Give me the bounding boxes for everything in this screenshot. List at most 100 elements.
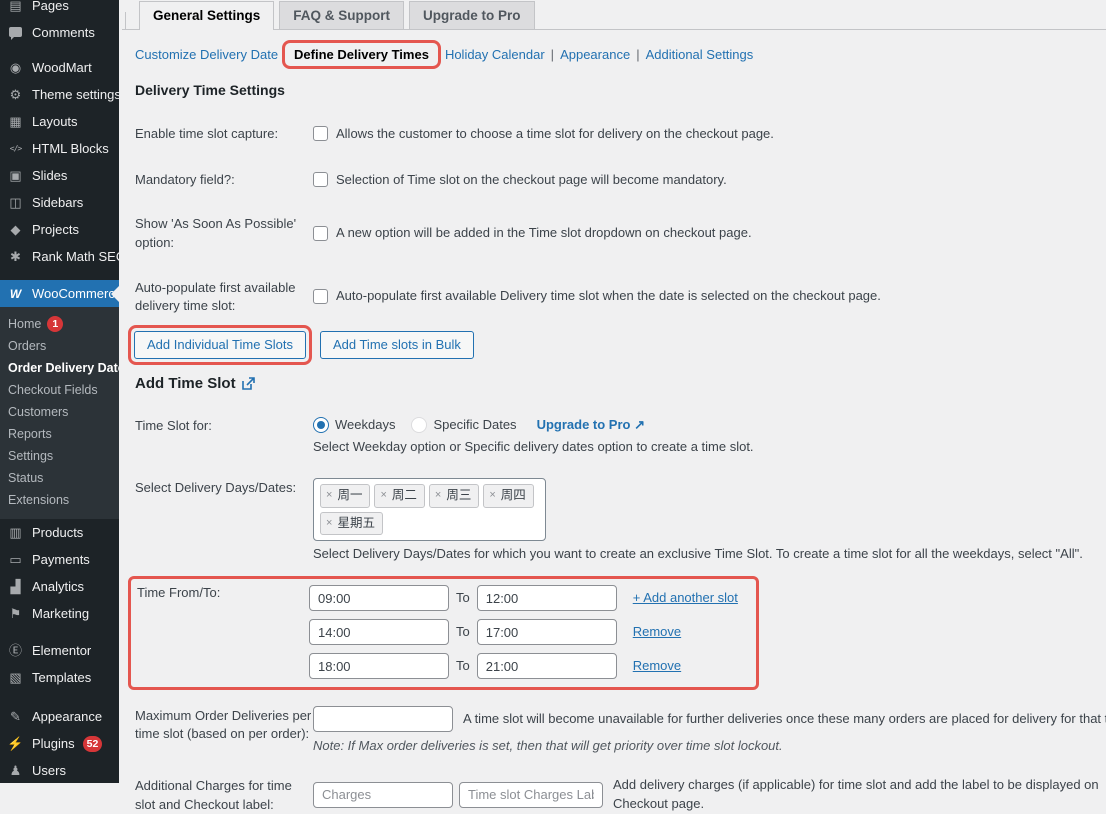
row-auto-populate: Auto-populate first available delivery t… xyxy=(135,278,1106,315)
add-individual-time-slots-button[interactable]: Add Individual Time Slots xyxy=(134,331,306,359)
field-label: Enable time slot capture: xyxy=(135,126,279,141)
external-link-icon[interactable] xyxy=(241,376,255,390)
day-tag-label: 星期五 xyxy=(337,515,375,530)
sidebar-item-templates[interactable]: ▧ Templates xyxy=(0,664,119,691)
submenu-item-label: Settings xyxy=(8,449,54,463)
submenu-item-settings[interactable]: Settings xyxy=(0,445,119,467)
submenu-item-status[interactable]: Status xyxy=(0,467,119,489)
submenu-item-customers[interactable]: Customers xyxy=(0,401,119,423)
field-label: Time Slot for: xyxy=(135,417,212,433)
sidebar-item-payments[interactable]: ▭ Payments xyxy=(0,546,119,573)
sidebar-item-analytics[interactable]: ▟ Analytics xyxy=(0,573,119,600)
submenu-item-label: Customers xyxy=(8,405,69,419)
megaphone-icon: ⚑ xyxy=(9,606,22,621)
remove-tag-icon[interactable]: × xyxy=(326,516,333,529)
remove-tag-icon[interactable]: × xyxy=(326,489,333,502)
sidebar-item-woodmart[interactable]: ◉ WoodMart xyxy=(0,54,119,81)
subnav-additional-settings[interactable]: Additional Settings xyxy=(645,47,754,62)
upgrade-to-pro-link[interactable]: Upgrade to Pro ↗ xyxy=(537,416,645,434)
annotation-add-individual: Add Individual Time Slots xyxy=(128,325,312,365)
layers-icon: ▦ xyxy=(9,114,22,129)
subnav-customize-delivery-date[interactable]: Customize Delivery Date xyxy=(135,47,279,62)
time-slot-row: To + Add another slot xyxy=(309,585,750,612)
row-max-deliveries: Maximum Order Deliveries per time slot (… xyxy=(135,706,1106,755)
sidebar-item-marketing[interactable]: ⚑ Marketing xyxy=(0,600,119,627)
time-to-input[interactable] xyxy=(476,585,617,612)
columns-icon: ◫ xyxy=(9,195,22,210)
sidebar-item-label: Pages xyxy=(32,0,69,13)
checkbox-description: Auto-populate first available Delivery t… xyxy=(336,288,881,304)
checkbox-description: Selection of Time slot on the checkout p… xyxy=(336,171,727,187)
sidebar-item-appearance[interactable]: ✎ Appearance xyxy=(0,703,119,730)
day-tag-label: 周一 xyxy=(337,488,363,503)
submenu-item-checkout-fields[interactable]: Checkout Fields xyxy=(0,379,119,401)
sidebar-item-comments[interactable]: Comments xyxy=(0,19,119,46)
asap-option-checkbox[interactable] xyxy=(313,225,328,241)
add-time-slots-in-bulk-button[interactable]: Add Time slots in Bulk xyxy=(319,331,474,359)
sidebar-item-label: Theme settings xyxy=(32,87,119,102)
row-delivery-days: Select Delivery Days/Dates: × 周一 × 周二 × … xyxy=(135,478,1106,563)
submenu-item-order-delivery-date[interactable]: Order Delivery Date xyxy=(0,357,119,379)
code-icon: </> xyxy=(9,143,22,153)
specific-dates-radio[interactable] xyxy=(411,416,428,433)
delivery-days-multiselect[interactable]: × 周一 × 周二 × 周三 × 周四 × 星期五 xyxy=(313,478,546,542)
checkbox-description: Allows the customer to choose a time slo… xyxy=(336,125,774,141)
page-title: Delivery Time Settings xyxy=(135,82,285,98)
submenu-item-label: Reports xyxy=(8,427,52,441)
sidebar-item-html-blocks[interactable]: </> HTML Blocks xyxy=(0,135,119,162)
sidebar-item-rank-math-seo[interactable]: ✱ Rank Math SEO xyxy=(0,243,119,270)
sidebar-item-slides[interactable]: ▣ Slides xyxy=(0,162,119,189)
sidebar-item-sidebars[interactable]: ◫ Sidebars xyxy=(0,189,119,216)
woocommerce-submenu: Home 1 Orders Order Delivery Date Checko… xyxy=(0,307,119,519)
sidebar-item-label: Projects xyxy=(32,222,79,237)
auto-populate-checkbox[interactable] xyxy=(313,288,328,304)
time-to-input[interactable] xyxy=(476,653,617,680)
remove-slot-link[interactable]: Remove xyxy=(632,658,682,674)
max-deliveries-input[interactable] xyxy=(313,706,453,733)
sidebar-item-layouts[interactable]: ▦ Layouts xyxy=(0,108,119,135)
remove-tag-icon[interactable]: × xyxy=(380,489,387,502)
box-icon: ▥ xyxy=(9,525,22,540)
remove-tag-icon[interactable]: × xyxy=(434,489,442,502)
time-to-input[interactable] xyxy=(476,619,617,646)
time-from-input[interactable] xyxy=(309,619,449,646)
sidebar-item-label: Marketing xyxy=(32,606,90,621)
time-from-input[interactable] xyxy=(309,653,449,680)
submenu-item-orders[interactable]: Orders xyxy=(0,335,119,357)
weekdays-radio[interactable] xyxy=(313,416,329,433)
slides-icon: ▣ xyxy=(9,168,22,183)
sidebar-item-products[interactable]: ▥ Products xyxy=(0,519,119,546)
row-time-from-to: Time From/To: To + Add another slot To R… xyxy=(137,583,750,680)
sidebar-item-theme-settings[interactable]: ⚙ Theme settings xyxy=(0,81,119,108)
tab-faq-support[interactable]: FAQ & Support xyxy=(279,1,405,29)
remove-tag-icon[interactable]: × xyxy=(489,489,496,502)
tab-upgrade-to-pro[interactable]: Upgrade to Pro xyxy=(409,1,535,29)
sidebar-item-projects[interactable]: ◆ Projects xyxy=(0,216,119,243)
charges-label-input[interactable] xyxy=(459,781,603,808)
sidebar-item-label: Layouts xyxy=(32,114,78,129)
tab-general-settings[interactable]: General Settings xyxy=(139,1,275,30)
add-time-slot-title-text: Add Time Slot xyxy=(135,374,236,392)
submenu-item-extensions[interactable]: Extensions xyxy=(0,489,119,511)
specific-dates-radio-label[interactable]: Specific Dates xyxy=(433,416,517,432)
sidebar-item-woocommerce[interactable]: W WooCommerce xyxy=(0,280,119,307)
add-another-slot-link[interactable]: + Add another slot xyxy=(632,590,738,606)
subnav-holiday-calendar[interactable]: Holiday Calendar xyxy=(444,47,545,62)
sidebar-item-pages[interactable]: ▤ Pages xyxy=(0,0,119,19)
submenu-item-reports[interactable]: Reports xyxy=(0,423,119,445)
sidebar-item-elementor[interactable]: Ⓔ Elementor xyxy=(0,637,119,664)
field-label: Time From/To: xyxy=(137,585,221,601)
time-from-input[interactable] xyxy=(309,585,449,612)
mandatory-field-checkbox[interactable] xyxy=(313,172,328,188)
weekdays-radio-label[interactable]: Weekdays xyxy=(335,416,396,432)
subnav-define-delivery-times[interactable]: Define Delivery Times xyxy=(294,47,429,62)
elementor-icon: Ⓔ xyxy=(8,643,22,658)
sidebar-item-users[interactable]: ♟ Users xyxy=(0,757,119,783)
charges-input[interactable] xyxy=(313,781,453,808)
enable-time-slot-checkbox[interactable] xyxy=(313,126,328,142)
sidebar-item-plugins[interactable]: ⚡ Plugins 52 xyxy=(0,730,119,757)
submenu-item-home[interactable]: Home 1 xyxy=(0,313,119,335)
remove-slot-link[interactable]: Remove xyxy=(632,624,682,640)
subnav-appearance[interactable]: Appearance xyxy=(560,47,631,62)
submenu-item-label: Checkout Fields xyxy=(8,383,98,397)
